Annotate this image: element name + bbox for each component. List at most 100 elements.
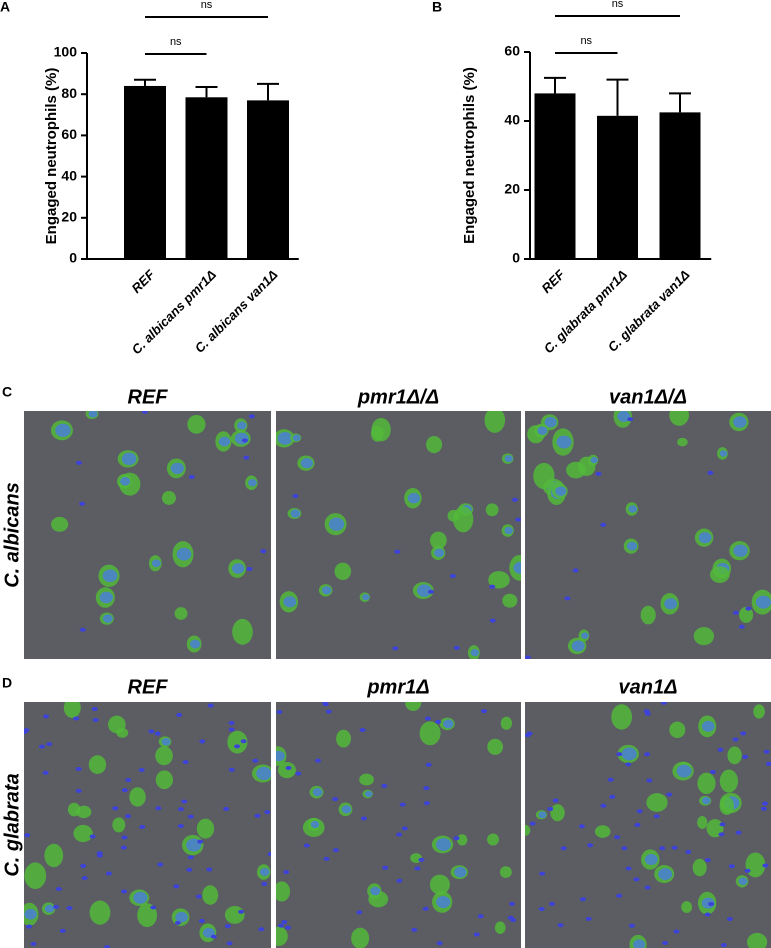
yeast	[480, 709, 487, 714]
yeast	[141, 411, 148, 414]
cell	[488, 571, 510, 589]
cell	[697, 815, 708, 829]
yeast	[332, 797, 339, 802]
yeast	[210, 934, 217, 939]
y-tick-label: 40	[504, 112, 520, 128]
yeast	[295, 771, 302, 776]
cell	[500, 716, 513, 730]
cell	[745, 852, 766, 878]
yeast	[187, 814, 194, 819]
nucleus	[513, 561, 521, 574]
micrograph	[525, 411, 771, 659]
yeast	[587, 843, 594, 848]
panel-label: D	[2, 675, 12, 691]
yeast	[453, 836, 460, 841]
nucleus	[664, 598, 678, 610]
yeast	[428, 589, 435, 594]
yeast	[177, 807, 184, 812]
yeast	[121, 835, 128, 840]
yeast	[79, 501, 86, 506]
yeast	[525, 655, 531, 659]
yeast	[174, 920, 181, 925]
nucleus	[161, 737, 171, 746]
yeast	[634, 822, 641, 827]
bar	[247, 100, 289, 259]
yeast	[401, 826, 408, 831]
nucleus	[454, 867, 467, 878]
yeast	[332, 848, 339, 853]
cell	[336, 729, 351, 748]
cell	[677, 437, 688, 447]
y-axis-label: Engaged neutrophils (%)	[43, 68, 60, 245]
nucleus	[621, 747, 637, 761]
nucleus	[176, 547, 192, 561]
yeast	[238, 909, 245, 914]
yeast	[662, 940, 669, 945]
cell	[227, 730, 248, 754]
nucleus	[755, 595, 771, 609]
micrograph	[24, 702, 271, 948]
yeast	[323, 856, 330, 861]
yeast	[53, 904, 60, 909]
yeast	[740, 731, 747, 736]
yeast	[207, 703, 214, 708]
yeast	[89, 834, 96, 839]
yeast	[515, 517, 521, 522]
nucleus	[259, 868, 270, 877]
cell	[550, 804, 565, 822]
yeast	[80, 863, 87, 868]
cell	[693, 627, 715, 646]
yeast	[580, 897, 587, 902]
nucleus	[556, 435, 572, 449]
column-label: van1Δ/Δ	[609, 386, 687, 408]
cell	[456, 834, 468, 846]
cell	[485, 503, 499, 517]
yeast	[707, 470, 714, 475]
yeast	[525, 733, 531, 738]
yeast	[303, 843, 310, 848]
nucleus	[701, 797, 711, 805]
nucleus	[555, 486, 567, 496]
y-axis-label: Engaged neutrophils (%)	[461, 67, 478, 244]
yeast	[197, 839, 204, 844]
cell	[484, 411, 506, 433]
yeast	[396, 832, 403, 837]
cell	[692, 858, 707, 877]
yeast	[728, 864, 735, 869]
yeast	[666, 792, 673, 797]
cell	[611, 704, 633, 730]
yeast	[181, 799, 188, 804]
yeast	[267, 852, 271, 857]
yeast	[96, 853, 103, 858]
nucleus	[504, 455, 513, 463]
cell	[753, 704, 765, 719]
nucleus	[88, 411, 98, 418]
yeast	[76, 460, 83, 465]
nucleus	[248, 478, 257, 487]
micrograph-bg	[525, 702, 771, 948]
yeast	[381, 783, 388, 788]
cell	[224, 905, 245, 924]
yeast	[148, 729, 155, 734]
yeast	[653, 814, 660, 819]
yeast	[436, 941, 443, 946]
yeast	[616, 893, 623, 898]
yeast	[396, 878, 403, 883]
yeast	[198, 918, 205, 923]
yeast	[762, 801, 769, 806]
yeast	[243, 455, 250, 460]
yeast	[285, 925, 292, 930]
nucleus	[407, 492, 421, 504]
yeast	[66, 906, 73, 911]
yeast	[26, 924, 33, 929]
yeast	[325, 709, 332, 714]
yeast	[453, 645, 460, 650]
yeast	[718, 832, 725, 837]
cell	[419, 721, 441, 746]
row-label: C. albicans	[1, 482, 23, 588]
nucleus	[733, 544, 748, 557]
nucleus	[170, 462, 184, 475]
cell	[76, 805, 92, 819]
cell	[719, 769, 738, 793]
